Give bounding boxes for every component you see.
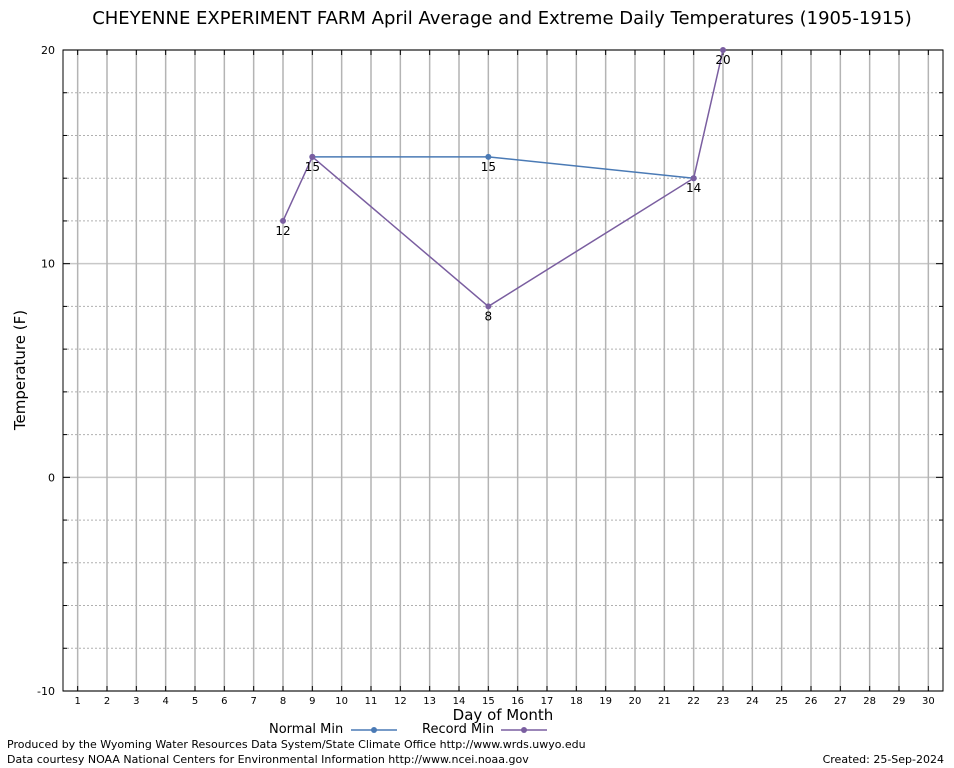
data-label-record-min: 14: [686, 181, 701, 195]
x-tick-label: 30: [922, 696, 935, 707]
x-tick-label: 5: [192, 696, 198, 707]
plot-frame: [62, 49, 944, 692]
x-tick-label: 29: [893, 696, 906, 707]
x-tick-label: 15: [482, 696, 495, 707]
x-tick-label: 18: [570, 696, 583, 707]
legend-swatch-record-min: [501, 727, 547, 733]
data-point-record-min: [309, 153, 316, 160]
x-tick-label: 23: [717, 696, 730, 707]
series-normal-min: [309, 153, 697, 182]
grid-lines: [63, 49, 943, 692]
x-tick-label: 14: [453, 696, 466, 707]
data-point-normal-min: [485, 153, 492, 160]
axis-ticks: [63, 49, 943, 692]
x-tick-label: 17: [541, 696, 554, 707]
x-axis-label: Day of Month: [452, 706, 554, 724]
legend-marker-record-min: [521, 727, 527, 733]
x-tick-label: 4: [162, 696, 168, 707]
x-tick-label: 2: [104, 696, 110, 707]
x-tick-label: 1: [74, 696, 80, 707]
chart-title: CHEYENNE EXPERIMENT FARM April Average a…: [92, 8, 912, 29]
x-tick-label: 7: [250, 696, 256, 707]
footer-produced-by: Produced by the Wyoming Water Resources …: [7, 738, 586, 751]
x-tick-label: 10: [335, 696, 348, 707]
data-point-record-min: [485, 303, 492, 310]
x-tick-label: 13: [423, 696, 436, 707]
x-tick-label: 22: [687, 696, 700, 707]
data-point-record-min: [690, 175, 697, 182]
y-tick-label: 10: [41, 258, 55, 271]
x-tick-label: 11: [365, 696, 378, 707]
footer-data-courtesy: Data courtesy NOAA National Centers for …: [7, 753, 529, 766]
x-tick-label: 20: [629, 696, 642, 707]
x-tick-label: 12: [394, 696, 407, 707]
data-label-record-min: 20: [715, 53, 730, 67]
series-record-min: [280, 47, 726, 310]
x-tick-label: 9: [309, 696, 315, 707]
x-tick-label: 24: [746, 696, 759, 707]
legend-marker-normal-min: [371, 727, 377, 733]
footer-created-date: Created: 25-Sep-2024: [822, 753, 944, 766]
x-tick-label: 8: [280, 696, 286, 707]
data-point-record-min: [720, 47, 726, 53]
data-label-record-min: 15: [305, 160, 320, 174]
data-label-record-min: 12: [275, 224, 290, 238]
x-tick-label: 6: [221, 696, 227, 707]
legend-label-normal-min: Normal Min: [269, 722, 344, 737]
series-line-normal-min: [312, 156, 694, 179]
data-label-record-min: 8: [485, 309, 493, 323]
y-axis-label: Temperature (F): [11, 309, 29, 431]
legend-label-record-min: Record Min: [422, 722, 495, 737]
legend-swatch-normal-min: [351, 727, 397, 733]
y-tick-label: 20: [41, 44, 55, 57]
x-tick-label: 3: [133, 696, 139, 707]
x-tick-label: 25: [775, 696, 788, 707]
x-tick-label: 19: [599, 696, 612, 707]
data-label-normal-min: 15: [481, 160, 496, 174]
x-tick-label: 28: [863, 696, 876, 707]
y-tick-label: 0: [48, 471, 55, 484]
y-tick-label: -10: [37, 685, 55, 698]
x-tick-label: 27: [834, 696, 847, 707]
x-tick-label: 26: [805, 696, 818, 707]
x-tick-label: 16: [511, 696, 524, 707]
x-tick-label: 21: [658, 696, 671, 707]
data-point-record-min: [280, 217, 286, 224]
